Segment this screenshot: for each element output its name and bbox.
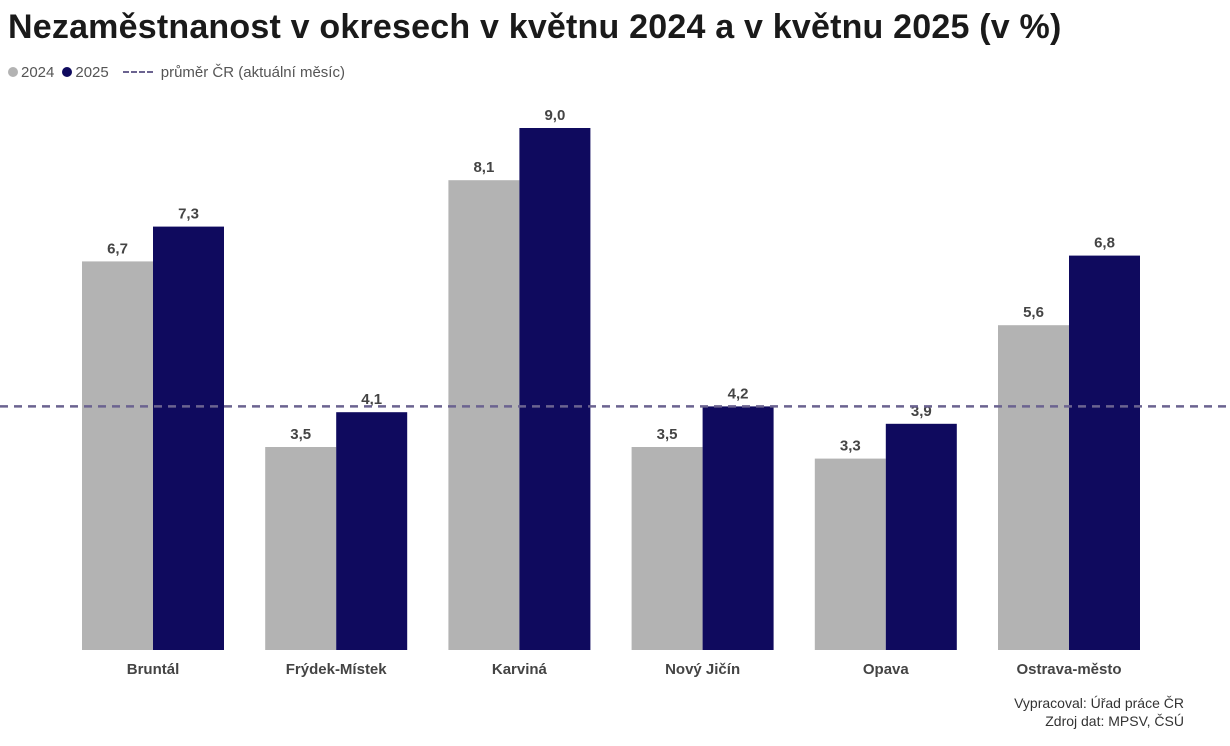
bar-2024-5	[814, 458, 886, 650]
bar-2025-5	[885, 423, 957, 650]
legend-label-average: průměr ČR (aktuální měsíc)	[160, 63, 345, 81]
legend: 2024 2025 průměr ČR (aktuální měsíc)	[8, 62, 353, 82]
data-label-2025-2: 4,1	[361, 391, 382, 408]
legend-label-2024: 2024	[21, 63, 55, 81]
legend-dot-2024-icon	[8, 67, 18, 77]
category-label-2: Frýdek-Místek	[286, 661, 388, 678]
category-label-4: Nový Jičín	[665, 661, 740, 678]
legend-dot-2025-icon	[62, 67, 73, 77]
chart-title: Nezaměstnanost v okresech v květnu 2024 …	[8, 8, 1062, 46]
category-label-5: Opava	[863, 661, 910, 678]
legend-item-average: průměr ČR (aktuální měsíc)	[117, 64, 345, 81]
prepared-by: Vypracoval: Úřad práce ČR	[1014, 695, 1184, 711]
data-label-2025-3: 9,0	[544, 107, 565, 124]
category-label-6: Ostrava-město	[1016, 661, 1121, 678]
bar-2024-1	[82, 261, 153, 650]
legend-item-2024: 2024	[8, 64, 54, 81]
source-note: Vypracoval: Úřad práce ČR Zdroj dat: MPS…	[1014, 694, 1184, 730]
bar-2025-1	[153, 226, 224, 650]
data-label-2024-3: 8,1	[473, 159, 494, 176]
category-label-3: Karviná	[492, 661, 548, 678]
bar-chart: 6,7 7,3 Bruntál 3,5 4,1 Frýdek-Místek 8,1 9,0 Ka…	[0, 107, 1230, 678]
bar-2025-3	[519, 128, 591, 650]
legend-item-2025: 2025	[62, 63, 109, 81]
data-label-2024-2: 3,5	[290, 426, 311, 443]
legend-label-2025: 2025	[75, 63, 109, 81]
data-label-2024-1: 6,7	[107, 240, 128, 257]
legend-dash-icon	[122, 71, 153, 73]
data-label-2025-1: 7,3	[178, 206, 199, 223]
bar-2024-3	[448, 180, 520, 650]
category-label-1: Bruntál	[127, 661, 180, 678]
data-source: Zdroj dat: MPSV, ČSÚ	[1045, 713, 1184, 729]
bar-2025-6	[1069, 255, 1140, 650]
data-label-2025-4: 4,2	[728, 385, 749, 402]
bar-2024-6	[998, 325, 1069, 650]
bar-2024-2	[265, 447, 337, 650]
bar-2025-4	[702, 406, 774, 650]
data-label-2024-6: 5,6	[1023, 304, 1044, 321]
data-label-2024-4: 3,5	[657, 426, 678, 443]
data-label-2024-5: 3,3	[840, 438, 861, 455]
bar-2025-2	[336, 412, 408, 650]
bar-2024-4	[631, 447, 703, 650]
data-label-2025-6: 6,8	[1094, 235, 1115, 252]
